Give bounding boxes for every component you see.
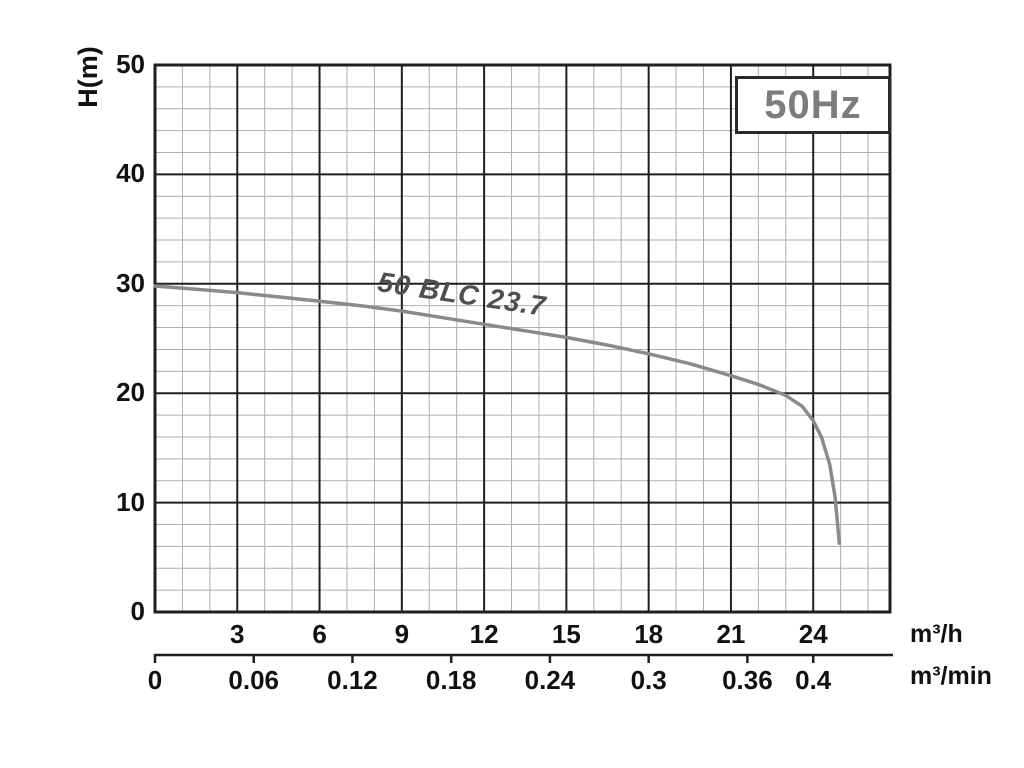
x-tick-label-m3min: 0.12 [327,665,378,695]
frequency-label: 50Hz [764,82,862,127]
y-tick-label: 30 [116,267,145,298]
x-tick-label-m3min: 0.3 [630,665,667,695]
y-tick-label: 40 [116,158,145,189]
x-tick-label-m3h: 6 [312,619,327,649]
frequency-badge: 50Hz [735,76,891,134]
x-tick-label-m3h: 24 [798,619,828,649]
x-tick-label-m3min: 0.36 [722,665,773,695]
y-tick-label: 50 [116,49,145,79]
x-tick-label-m3h: 15 [551,619,581,649]
x-tick-label-m3h: 12 [469,619,499,649]
x-tick-label-m3min: 0 [147,665,163,695]
x-tick-label-m3h: 18 [634,619,664,649]
x-tick-label-m3h: 21 [716,619,746,649]
performance-curve [153,284,842,545]
x-axis-unit-m3h: m³/h [910,620,963,648]
x-tick-label-m3min: 0.24 [524,665,576,695]
y-tick-label: 20 [116,377,145,408]
x-tick-label-m3h: 3 [230,619,245,649]
x-tick-label-m3min: 0.4 [795,665,832,695]
x-tick-label-m3min: 0.18 [425,665,477,695]
x-tick-label-m3min: 0.06 [228,665,280,695]
plot-border [153,63,892,614]
x-axis-unit-m3min: m³/min [910,662,992,690]
y-tick-label: 0 [130,596,145,626]
y-tick-label: 10 [116,486,145,517]
x-tick-label-m3h: 9 [394,619,410,649]
